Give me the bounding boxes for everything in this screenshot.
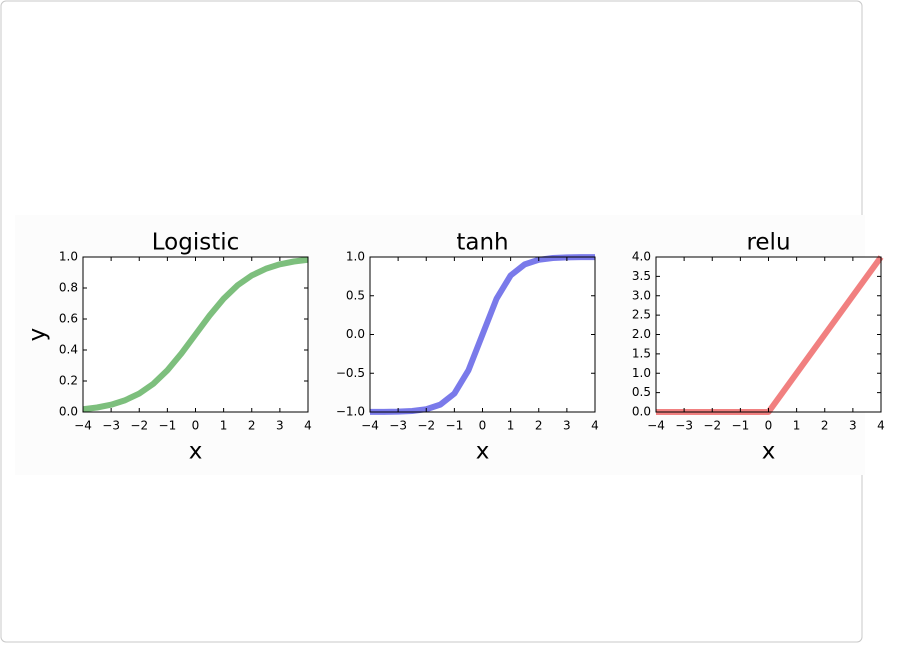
- y-tick-label: 1.0: [346, 250, 365, 264]
- x-tick-label: 0: [192, 419, 200, 433]
- x-tick-label: 1: [220, 419, 228, 433]
- chart-title: Logistic: [152, 230, 240, 256]
- x-tick-label: −4: [361, 419, 379, 433]
- x-tick-label: −3: [675, 419, 693, 433]
- x-tick-label: −1: [446, 419, 464, 433]
- line: [369, 254, 596, 415]
- x-tick-label: 2: [821, 419, 829, 433]
- x-tick-label: −4: [647, 419, 665, 433]
- x-tick-label: 3: [563, 419, 571, 433]
- x-tick-label: −2: [703, 419, 721, 433]
- x-tick-label: 1: [507, 419, 515, 433]
- x-axis-label: x: [476, 439, 490, 465]
- x-tick-label: 1: [793, 419, 801, 433]
- y-tick-label: −0.5: [336, 366, 365, 380]
- x-tick-label: 2: [535, 419, 543, 433]
- x-axis-label: x: [762, 439, 776, 465]
- chart-title: relu: [746, 230, 790, 256]
- y-tick-label: 0.2: [59, 374, 78, 388]
- y-tick-label: 2.5: [632, 308, 651, 322]
- chart-title: tanh: [456, 230, 508, 256]
- y-tick-label: 0.8: [59, 281, 78, 295]
- y-tick-label: 4.0: [632, 250, 651, 264]
- x-axis-label: x: [189, 439, 203, 465]
- x-tick-label: 0: [479, 419, 487, 433]
- x-tick-label: −3: [102, 419, 120, 433]
- y-tick-label: 1.0: [59, 250, 78, 264]
- x-tick-label: −2: [417, 419, 435, 433]
- y-tick-label: 0.5: [346, 288, 365, 302]
- x-tick-label: 4: [591, 419, 599, 433]
- x-tick-label: −4: [74, 419, 92, 433]
- y-tick-label: 3.5: [632, 269, 651, 283]
- y-tick-label: 0.6: [59, 312, 78, 326]
- x-tick-label: 2: [248, 419, 256, 433]
- y-tick-label: 0.4: [59, 343, 78, 357]
- y-tick-label: 0.0: [632, 405, 651, 419]
- x-tick-label: −1: [732, 419, 750, 433]
- y-axis-label: y: [25, 328, 51, 342]
- x-tick-label: 0: [765, 419, 773, 433]
- y-tick-label: 1.0: [632, 366, 651, 380]
- x-tick-label: 4: [877, 419, 885, 433]
- y-tick-label: 0.0: [59, 405, 78, 419]
- x-tick-label: −2: [130, 419, 148, 433]
- y-tick-label: 1.5: [632, 346, 651, 360]
- x-tick-label: −1: [159, 419, 177, 433]
- x-tick-label: 3: [276, 419, 284, 433]
- y-tick-label: 2.0: [632, 327, 651, 341]
- x-tick-label: 3: [849, 419, 857, 433]
- y-tick-label: 0.0: [346, 327, 365, 341]
- x-tick-label: −3: [389, 419, 407, 433]
- y-tick-label: 0.5: [632, 385, 651, 399]
- y-tick-label: −1.0: [336, 405, 365, 419]
- plot-area: [656, 257, 881, 412]
- y-tick-label: 3.0: [632, 288, 651, 302]
- line: [82, 256, 309, 413]
- x-tick-label: 4: [304, 419, 312, 433]
